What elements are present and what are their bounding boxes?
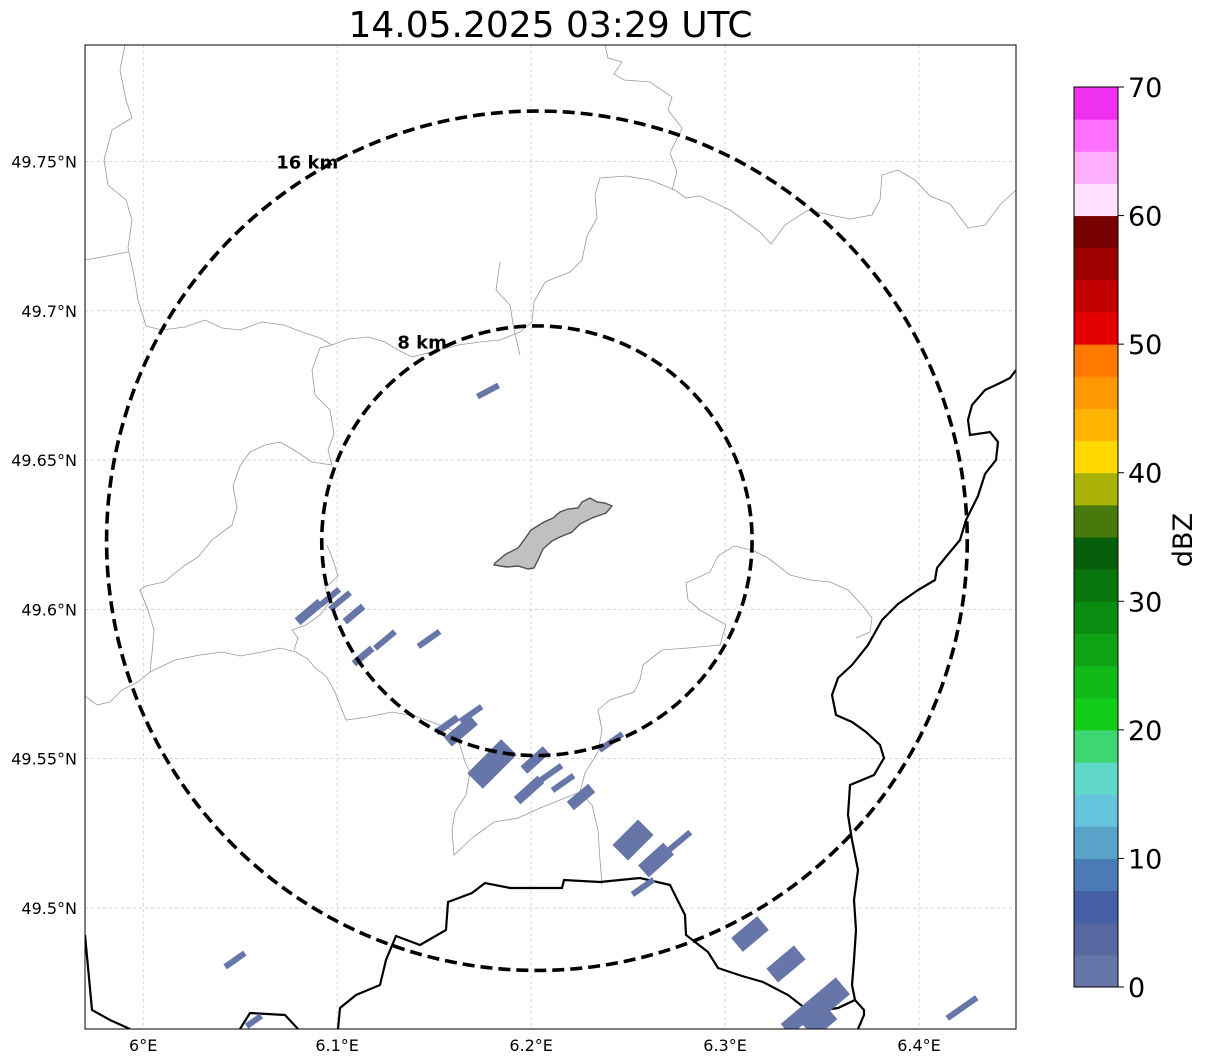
lat-lon-grid	[85, 45, 1016, 1029]
x-tick-label-1: 6.1°E	[315, 1036, 359, 1055]
radar-echo-cell	[802, 1005, 838, 1029]
colorbar-segment-5	[1074, 794, 1118, 827]
colorbar-tick-label-0: 0	[1128, 973, 1145, 1004]
radar-echo-cell	[945, 995, 979, 1021]
colorbar-segment-13	[1074, 537, 1118, 570]
colorbar-segment-9	[1074, 665, 1118, 699]
colorbar-segment-18	[1074, 376, 1118, 409]
colorbar-segment-16	[1074, 440, 1118, 474]
map-plot-area[interactable]: 8 km 16 km	[85, 45, 1016, 1039]
colorbar-segment-2	[1074, 890, 1118, 924]
colorbar-tick-label-4: 40	[1128, 459, 1162, 490]
colorbar-tick-label-5: 50	[1128, 330, 1162, 361]
colorbar-segment-3	[1074, 858, 1118, 892]
range-ring-label-8km: 8 km	[397, 333, 447, 354]
colorbar-tick-label-7: 70	[1128, 73, 1162, 104]
radar-echo-cell	[416, 629, 442, 649]
colorbar-segment-4	[1074, 826, 1118, 859]
range-rings: 8 km 16 km	[104, 109, 970, 973]
y-tick-label-5: 49.75°N	[11, 152, 77, 171]
y-tick-label-2: 49.6°N	[21, 600, 77, 619]
colorbar-tick-label-1: 10	[1128, 844, 1162, 875]
colorbar-segment-14	[1074, 504, 1118, 538]
radar-echo-cell	[802, 977, 850, 1023]
x-tick-label-3: 6.3°E	[703, 1036, 747, 1055]
colorbar-frame	[1073, 86, 1119, 988]
colorbar-tick-label-2: 20	[1128, 716, 1162, 747]
radar-echo-cell	[550, 773, 576, 793]
radar-echo-cell	[294, 598, 324, 626]
radar-echo-cell	[244, 1013, 264, 1029]
radar-echo-cell	[538, 763, 564, 783]
x-tick-label-4: 6.4°E	[897, 1036, 941, 1055]
radar-echo-cell	[780, 1004, 814, 1029]
colorbar-segment-17	[1074, 408, 1118, 442]
range-ring-8km	[319, 324, 754, 758]
radar-echo-cell	[434, 714, 460, 736]
x-tick-label-0: 6°E	[129, 1036, 157, 1055]
colorbar-segment-20	[1074, 312, 1118, 345]
x-tick-label-2: 6.2°E	[509, 1036, 553, 1055]
y-tick-label-3: 49.65°N	[11, 451, 77, 470]
colorbar-segment-19	[1074, 344, 1118, 377]
colorbar-segment-12	[1074, 569, 1118, 602]
radar-echo-cell	[342, 603, 366, 625]
colorbar-segment-1	[1074, 922, 1118, 956]
radar-echo-cell	[223, 950, 247, 970]
colorbar	[1073, 86, 1119, 988]
colorbar-segment-0	[1074, 954, 1118, 988]
radar-echo-cell	[373, 629, 397, 651]
radar-echo-cell	[630, 877, 656, 897]
map-title: 14.05.2025 03:29 UTC	[348, 5, 753, 46]
radar-echo-cell	[520, 746, 550, 774]
colorbar-segment-11	[1074, 601, 1118, 634]
radar-echo-cell	[328, 590, 352, 612]
radar-echo-cell	[766, 945, 806, 983]
colorbar-segment-7	[1074, 729, 1118, 763]
city-outline	[492, 497, 614, 570]
radar-echo-cell	[612, 819, 654, 861]
colorbar-segment-10	[1074, 633, 1118, 667]
map-frame	[84, 44, 1017, 1030]
radar-echo-cell	[566, 783, 596, 811]
range-ring-label-16km: 16 km	[276, 152, 338, 173]
range-ring-16km	[104, 109, 970, 973]
longitude-axis: 6°E 6.1°E 6.2°E 6.3°E 6.4°E	[129, 1036, 941, 1055]
radar-echo-cell	[475, 382, 501, 400]
colorbar-segment-23	[1074, 215, 1118, 249]
colorbar-segment-24	[1074, 183, 1118, 217]
radar-echo-cell	[657, 829, 693, 861]
colorbar-segment-22	[1074, 247, 1118, 281]
colorbar-tick-label-6: 60	[1128, 202, 1162, 233]
colorbar-label: dBZ	[1168, 513, 1199, 567]
commune-boundaries	[85, 45, 1016, 886]
colorbar-segment-15	[1074, 472, 1118, 506]
colorbar-ticks: 0 10 20 30 40 50 60 70	[1118, 73, 1162, 1004]
y-tick-label-0: 49.5°N	[21, 899, 77, 918]
y-tick-label-4: 49.7°N	[21, 302, 77, 321]
colorbar-segment-21	[1074, 279, 1118, 313]
radar-echo-cell	[731, 916, 769, 952]
colorbar-segment-8	[1074, 697, 1118, 731]
latitude-axis: 49.5°N 49.55°N 49.6°N 49.65°N 49.7°N 49.75°N	[11, 152, 77, 918]
radar-echo-cell	[513, 775, 545, 805]
colorbar-segment-27	[1074, 87, 1118, 120]
colorbar-segment-25	[1074, 151, 1118, 184]
colorbar-segment-26	[1074, 119, 1118, 152]
radar-echo-cell	[458, 704, 484, 724]
colorbar-segment-6	[1074, 762, 1118, 795]
colorbar-tick-label-3: 30	[1128, 587, 1162, 618]
y-tick-label-1: 49.55°N	[11, 750, 77, 769]
